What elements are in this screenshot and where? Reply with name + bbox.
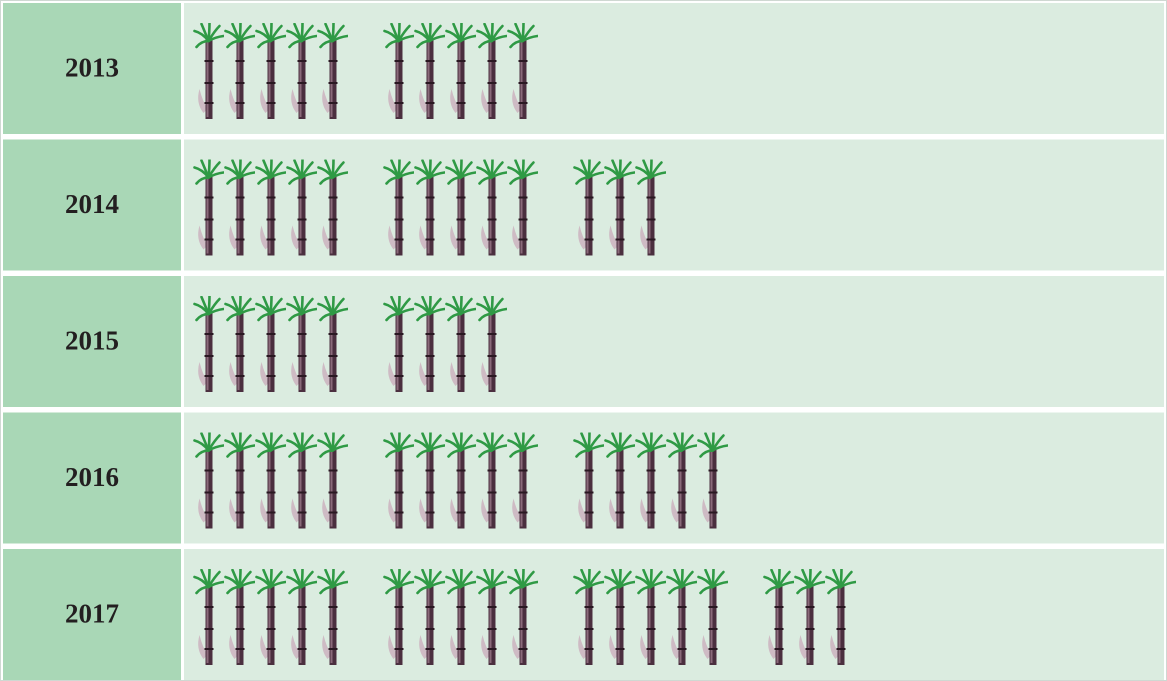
- category-label: 2015: [65, 326, 119, 356]
- category-cell: [3, 3, 181, 134]
- category-cell: [3, 276, 181, 407]
- value-cell: [184, 276, 1164, 407]
- category-label: 2016: [65, 462, 119, 492]
- category-cell: [3, 412, 181, 544]
- rows: 2013 2014 2015 2016 2017: [3, 3, 1164, 680]
- category-label: 2014: [65, 189, 119, 219]
- category-cell: [3, 549, 181, 680]
- category-cell: [3, 139, 181, 271]
- value-cell: [184, 139, 1164, 271]
- category-label: 2017: [65, 599, 119, 629]
- category-label: 2013: [65, 53, 119, 83]
- value-cell: [184, 3, 1164, 134]
